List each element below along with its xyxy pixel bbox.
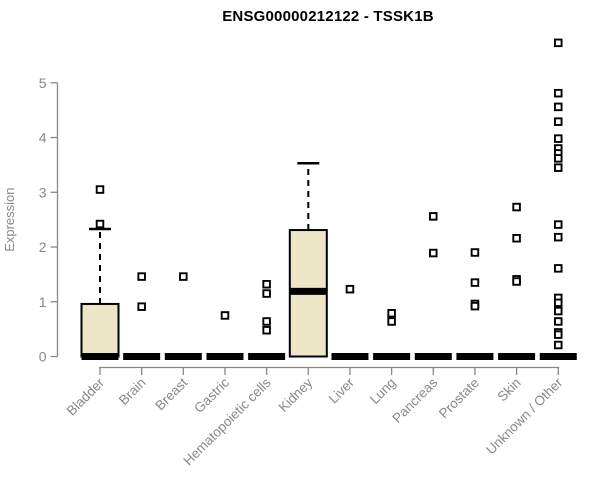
outlier-point — [554, 163, 563, 172]
y-axis-title: Expression — [2, 187, 17, 251]
outlier-point — [554, 330, 563, 339]
outlier-point — [137, 272, 146, 281]
outlier-point — [512, 277, 521, 286]
outlier-point — [554, 317, 563, 326]
x-tick-label: Gastric — [191, 375, 232, 416]
outlier-point — [512, 202, 521, 212]
x-tick-label: Prostate — [436, 375, 482, 421]
collapsed-box-unknown-other — [539, 353, 577, 360]
y-tick-label: 1 — [39, 294, 47, 310]
y-tick-label: 5 — [39, 75, 47, 91]
outlier-point — [179, 272, 188, 281]
outlier-point — [429, 212, 438, 221]
outlier-point — [554, 264, 563, 273]
x-tick-label: Skin — [495, 375, 524, 404]
collapsed-box-pancreas — [414, 353, 452, 360]
collapsed-box-hematopoietic-cells — [248, 353, 286, 360]
outlier-point — [262, 325, 271, 335]
outlier-point — [220, 311, 230, 320]
outlier-point — [470, 301, 480, 311]
x-tick-label: Unknown / Other — [483, 375, 566, 458]
outlier-point — [262, 317, 271, 326]
outlier-point — [554, 154, 563, 163]
outlier-point — [387, 317, 396, 326]
collapsed-box-brain — [123, 353, 161, 360]
y-tick-label: 2 — [39, 239, 47, 255]
x-tick-label: Pancreas — [389, 375, 440, 426]
collapsed-box-skin — [498, 353, 536, 360]
outlier-point — [554, 134, 563, 143]
x-tick-label: Lung — [367, 375, 399, 407]
outlier-point — [554, 102, 563, 112]
outlier-point — [554, 340, 563, 350]
outlier-point — [554, 298, 563, 308]
collapsed-box-liver — [331, 353, 369, 360]
outlier-point — [95, 219, 105, 229]
outlier-point — [345, 284, 355, 294]
outlier-point — [554, 38, 563, 48]
outlier-point — [554, 117, 563, 126]
chart-title: ENSG00000212122 - TSSK1B — [222, 8, 434, 25]
outlier-point — [470, 278, 480, 287]
outlier-point — [512, 234, 521, 243]
outlier-point — [554, 232, 563, 242]
outlier-point — [554, 220, 563, 229]
y-tick-label: 4 — [39, 130, 47, 146]
y-tick-label: 3 — [39, 184, 47, 200]
median-line — [289, 287, 327, 295]
collapsed-box-prostate — [456, 353, 494, 360]
x-tick-label: Kidney — [276, 375, 316, 415]
outlier-point — [387, 309, 396, 318]
outlier-point — [554, 306, 563, 316]
x-tick-label: Breast — [152, 375, 190, 413]
outlier-point — [262, 289, 271, 298]
outlier-point — [95, 185, 105, 194]
collapsed-box-lung — [373, 353, 411, 360]
outlier-point — [554, 88, 563, 98]
collapsed-box-gastric — [206, 353, 244, 360]
collapsed-box-breast — [164, 353, 202, 360]
outlier-point — [470, 248, 480, 257]
outlier-point — [429, 248, 438, 258]
x-tick-label: Bladder — [64, 375, 108, 419]
outlier-point — [137, 302, 146, 311]
x-tick-label: Brain — [116, 375, 149, 408]
y-tick-label: 0 — [39, 349, 47, 365]
median-line — [81, 353, 119, 360]
box-bladder — [80, 302, 120, 358]
outlier-point — [262, 279, 271, 289]
x-tick-label: Liver — [326, 375, 358, 407]
